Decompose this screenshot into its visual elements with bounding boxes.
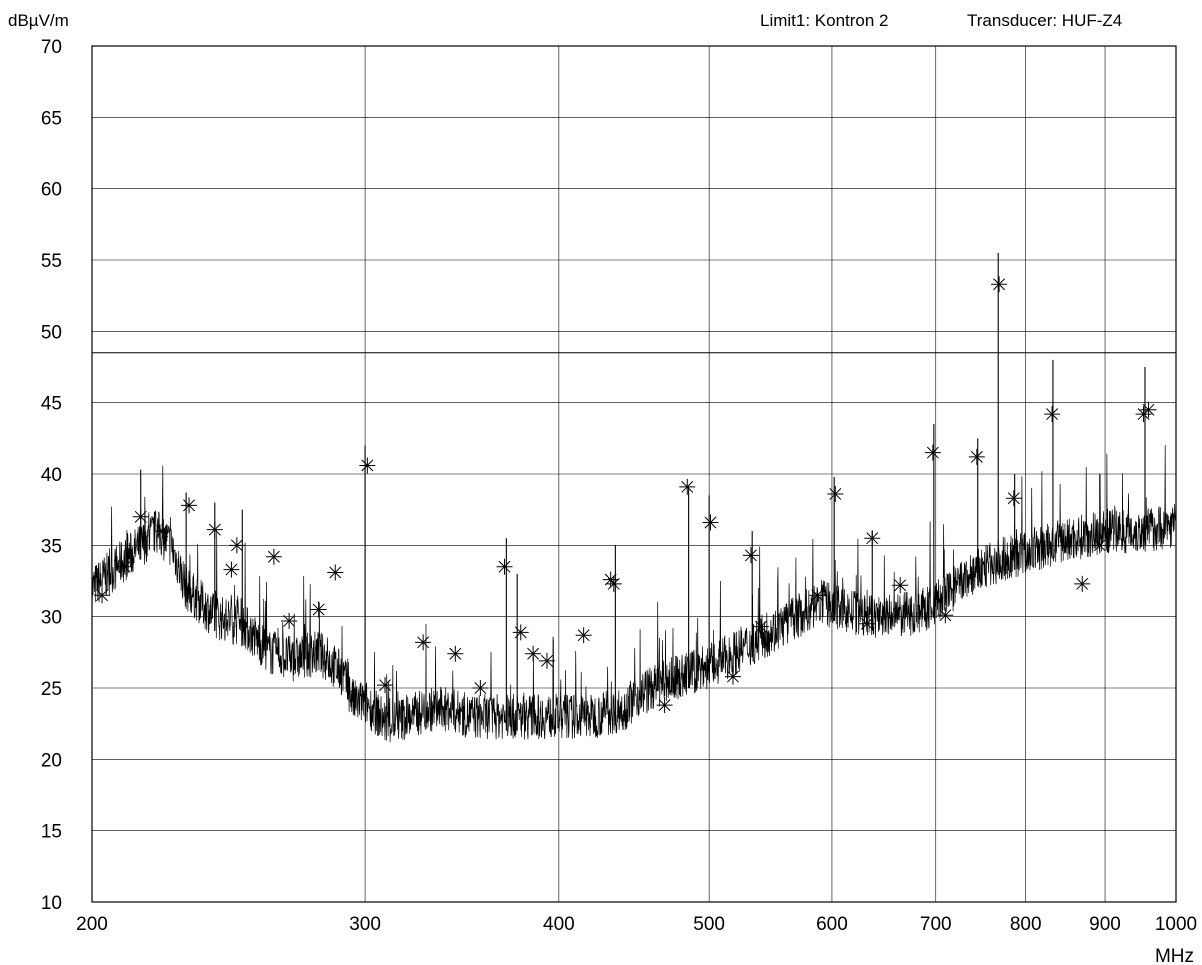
peak-marker bbox=[809, 587, 826, 604]
peak-marker bbox=[892, 577, 909, 594]
x-tick-label: 700 bbox=[920, 914, 952, 935]
peak-marker bbox=[359, 457, 376, 474]
peak-marker bbox=[702, 514, 719, 531]
peak-marker bbox=[472, 680, 489, 696]
peak-marker bbox=[1140, 401, 1157, 418]
peak-marker bbox=[827, 485, 844, 502]
y-tick-label: 40 bbox=[41, 465, 62, 486]
peak-marker bbox=[605, 575, 622, 592]
peak-marker bbox=[656, 697, 673, 714]
peak-marker bbox=[206, 521, 223, 538]
peak-marker bbox=[858, 615, 875, 632]
peak-marker bbox=[602, 571, 619, 588]
x-tick-label: 400 bbox=[543, 914, 575, 935]
y-tick-label: 10 bbox=[41, 893, 62, 914]
y-tick-label: 55 bbox=[41, 251, 62, 272]
peak-marker bbox=[154, 523, 171, 540]
peak-marker bbox=[181, 497, 198, 514]
peak-marker bbox=[415, 634, 432, 651]
peak-marker bbox=[281, 612, 298, 629]
y-tick-label: 15 bbox=[41, 822, 62, 843]
spectrum-noise-path bbox=[91, 444, 1177, 743]
peak-marker bbox=[496, 558, 513, 575]
peak-marker bbox=[377, 677, 394, 694]
peak-marker bbox=[1074, 575, 1091, 592]
x-tick-label: 200 bbox=[76, 914, 108, 935]
y-axis-unit-label: dBµV/m bbox=[8, 11, 69, 30]
peak-marker bbox=[265, 548, 282, 565]
y-tick-labels: 10 15 20 25 30 35 40 45 50 55 60 65 70 bbox=[41, 37, 62, 914]
x-tick-label: 900 bbox=[1089, 914, 1121, 935]
peak-marker bbox=[924, 444, 941, 461]
peak-marker bbox=[538, 652, 555, 669]
peak-marker bbox=[228, 537, 245, 554]
peak-marker bbox=[223, 561, 240, 578]
x-tick-label: 500 bbox=[693, 914, 725, 935]
peak-marker bbox=[447, 645, 464, 662]
peak-marker bbox=[512, 624, 529, 641]
transducer-label: Transducer: HUF-Z4 bbox=[967, 11, 1122, 30]
x-tick-label: 800 bbox=[1010, 914, 1042, 935]
peak-marker bbox=[327, 564, 344, 581]
peak-marker bbox=[575, 627, 592, 644]
y-tick-label: 70 bbox=[41, 37, 62, 58]
y-tick-label: 25 bbox=[41, 679, 62, 700]
peak-marker bbox=[679, 478, 696, 495]
peak-marker bbox=[525, 645, 542, 662]
peak-marker bbox=[724, 668, 741, 685]
peak-marker bbox=[752, 618, 769, 635]
peak-marker bbox=[1005, 490, 1022, 507]
peak-marker bbox=[1044, 406, 1061, 423]
peak-marker bbox=[968, 448, 985, 465]
limit-label: Limit1: Kontron 2 bbox=[760, 11, 889, 30]
peak-marker bbox=[991, 276, 1008, 293]
x-tick-label: 300 bbox=[349, 914, 381, 935]
y-tick-label: 50 bbox=[41, 322, 62, 343]
peak-marker bbox=[94, 587, 111, 604]
peak-marker bbox=[937, 607, 954, 624]
x-axis-unit-label: MHz bbox=[1155, 946, 1194, 965]
y-tick-label: 30 bbox=[41, 608, 62, 629]
peak-markers bbox=[94, 276, 1157, 714]
peak-marker bbox=[132, 508, 149, 525]
y-tick-label: 65 bbox=[41, 108, 62, 129]
peak-marker bbox=[310, 601, 327, 618]
y-tick-label: 20 bbox=[41, 750, 62, 771]
y-tick-label: 60 bbox=[41, 180, 62, 201]
peak-marker bbox=[1091, 537, 1108, 554]
x-tick-label: 600 bbox=[816, 914, 848, 935]
y-tick-label: 45 bbox=[41, 394, 62, 415]
x-tick-labels: 200 300 400 500 600 700 800 900 1000 bbox=[76, 914, 1197, 935]
peak-marker bbox=[742, 547, 759, 564]
x-tick-label: 1000 bbox=[1155, 914, 1197, 935]
y-tick-label: 35 bbox=[41, 536, 62, 557]
peak-marker bbox=[864, 530, 881, 547]
peak-marker bbox=[116, 558, 133, 575]
plot-frame bbox=[91, 45, 1177, 903]
